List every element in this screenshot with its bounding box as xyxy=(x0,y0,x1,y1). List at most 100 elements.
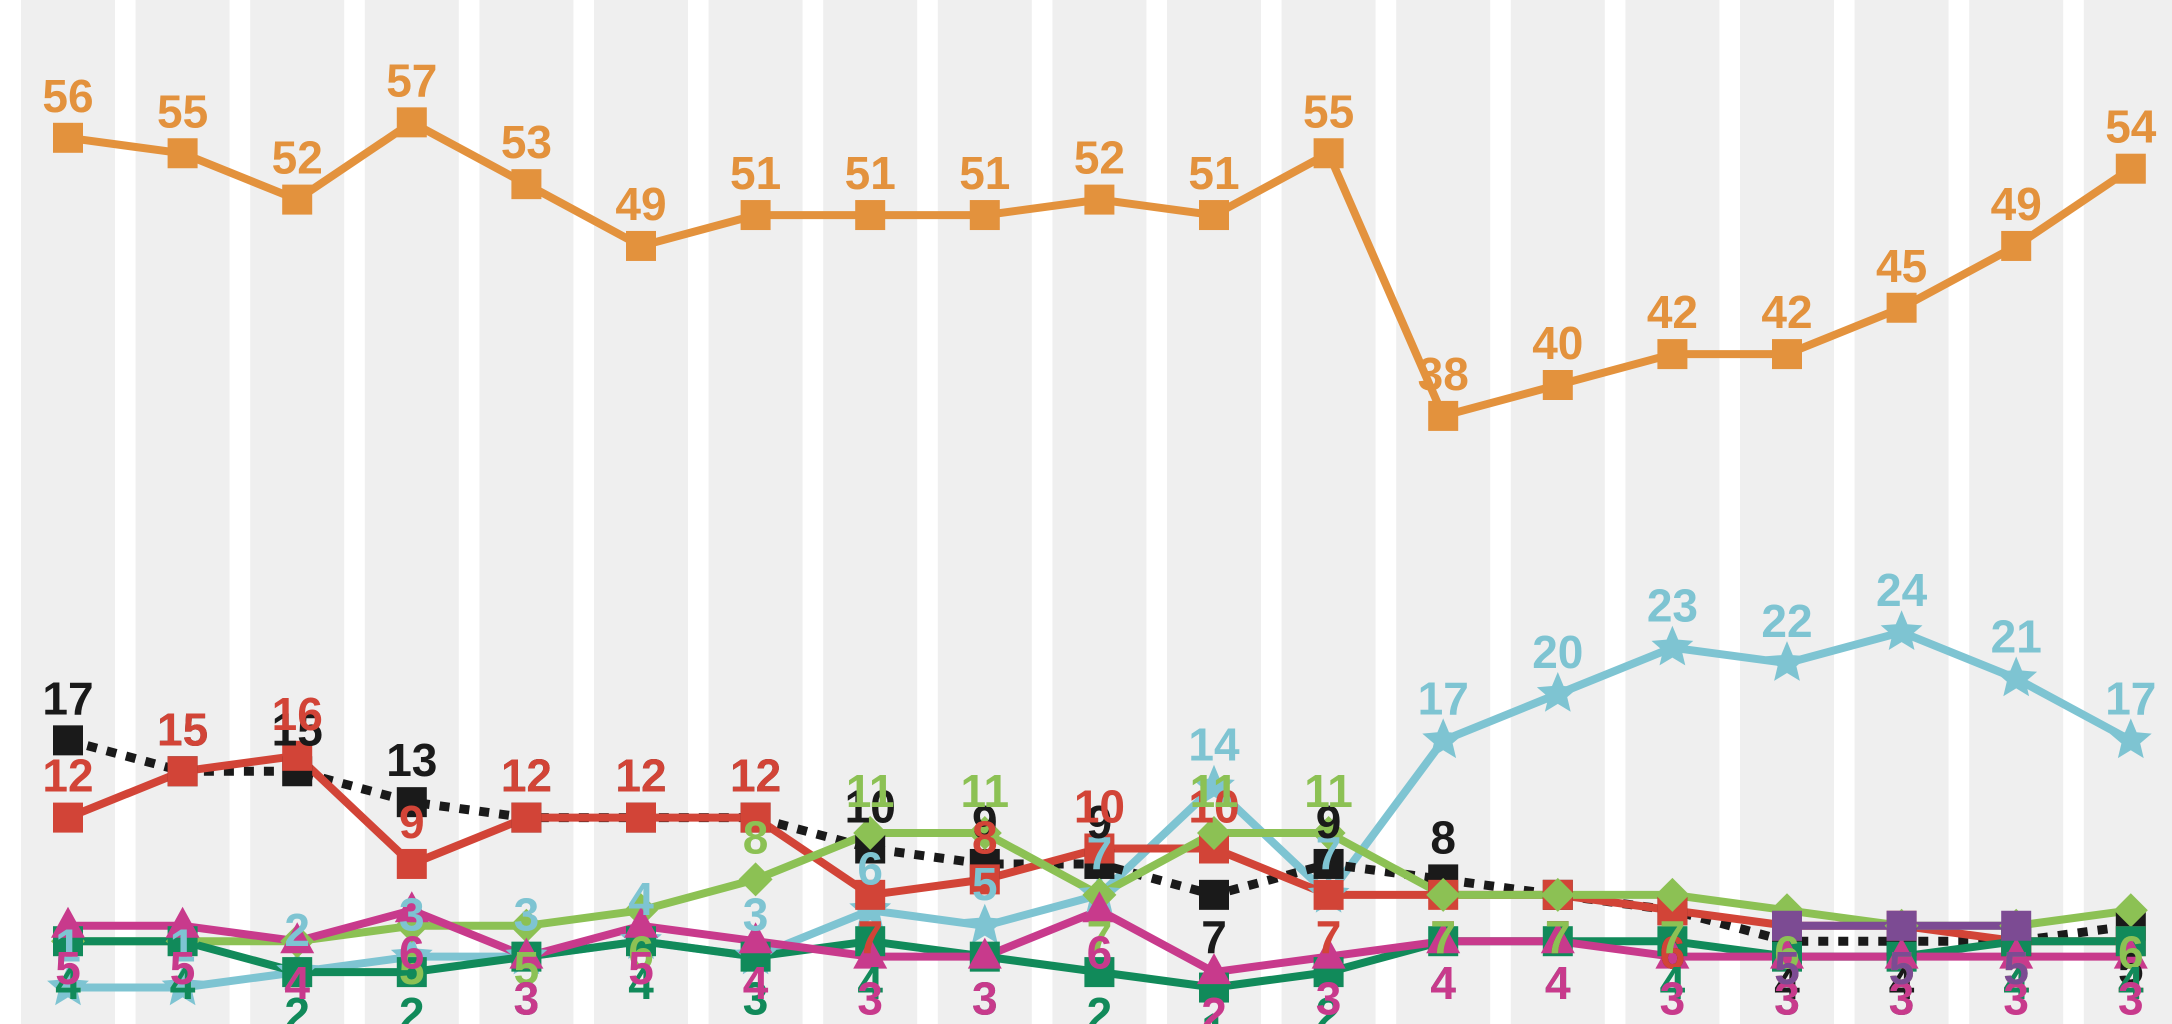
data-label: 12 xyxy=(615,750,666,802)
triangle-marker xyxy=(1540,922,1575,954)
data-label: 51 xyxy=(730,147,781,199)
square-marker xyxy=(1084,184,1115,215)
data-label: 10 xyxy=(845,781,896,833)
data-label: 40 xyxy=(1532,317,1583,369)
square-marker xyxy=(855,879,886,910)
data-label: 17 xyxy=(2105,672,2156,724)
data-label: 55 xyxy=(1303,85,1354,137)
data-label: 1 xyxy=(170,920,196,972)
data-label: 6 xyxy=(399,926,425,978)
diamond-marker xyxy=(967,816,1002,851)
data-label: 3 xyxy=(2118,973,2144,1024)
data-label: 3 xyxy=(1316,973,1342,1024)
data-label: 2 xyxy=(399,988,425,1024)
data-label: 7 xyxy=(1545,911,1571,963)
square-marker xyxy=(167,138,198,169)
triangle-marker xyxy=(1999,937,2034,969)
data-label: 7 xyxy=(857,911,883,963)
data-label: 4 xyxy=(1430,957,1456,1009)
data-label: 7 xyxy=(1545,911,1571,963)
data-label: 3 xyxy=(743,889,769,941)
data-label: 3 xyxy=(514,889,540,941)
square-marker xyxy=(2115,153,2146,184)
data-label: 7 xyxy=(1660,911,1686,963)
data-label: 7 xyxy=(1430,911,1456,963)
data-label: 3 xyxy=(1774,973,1800,1024)
data-label: 4 xyxy=(1430,957,1456,1009)
data-label: 9 xyxy=(399,796,425,848)
grid-band xyxy=(708,0,803,1024)
data-label: 5 xyxy=(55,942,81,994)
square-marker xyxy=(167,756,198,787)
diamond-marker xyxy=(1426,877,1461,912)
data-label: 9 xyxy=(1316,796,1342,848)
triangle-marker xyxy=(2113,937,2148,969)
data-label: 4 xyxy=(2003,957,2029,1009)
star-marker xyxy=(1536,672,1579,712)
square-marker xyxy=(396,848,427,879)
square-marker xyxy=(1199,200,1229,231)
grid-band xyxy=(2083,0,2172,1024)
data-label: 4 xyxy=(628,957,654,1009)
triangle-marker xyxy=(509,937,544,969)
data-label: 42 xyxy=(1647,286,1698,338)
data-label: 6 xyxy=(1774,926,1800,978)
square-marker xyxy=(855,200,886,231)
star-marker xyxy=(1651,625,1694,666)
data-label: 7 xyxy=(1201,911,1227,963)
data-label: 8 xyxy=(1430,811,1456,863)
data-label: 2 xyxy=(1201,988,1227,1024)
square-marker xyxy=(626,802,656,833)
data-label: 10 xyxy=(1188,781,1239,833)
data-label: 4 xyxy=(284,957,310,1009)
grid-band xyxy=(1510,0,1605,1024)
data-label: 42 xyxy=(1761,286,1812,338)
data-label: 5 xyxy=(170,942,196,994)
square-marker xyxy=(1199,879,1229,910)
data-label: 3 xyxy=(1889,973,1915,1024)
data-label: 4 xyxy=(1545,957,1571,1009)
square-marker xyxy=(1886,292,1917,323)
data-label: 5 xyxy=(628,942,654,994)
square-marker xyxy=(2001,230,2032,261)
data-label: 52 xyxy=(272,132,323,184)
star-marker xyxy=(1193,764,1235,805)
triangle-marker xyxy=(624,906,658,938)
data-markers xyxy=(47,107,2152,1006)
triangle-marker xyxy=(165,906,200,938)
data-label: 9 xyxy=(1087,796,1113,848)
triangle-marker xyxy=(1082,891,1117,923)
grid-band xyxy=(594,0,688,1024)
data-label: 5 xyxy=(972,858,998,910)
data-label: 9 xyxy=(972,796,998,848)
data-label: 3 xyxy=(399,889,425,941)
star-marker xyxy=(1880,610,1923,650)
data-label: 5 xyxy=(2003,942,2029,994)
grid-band xyxy=(1625,0,1720,1024)
square-marker xyxy=(282,957,313,988)
data-label: 15 xyxy=(272,703,323,755)
diamond-marker xyxy=(2113,893,2148,928)
grid-band xyxy=(135,0,230,1024)
data-label: 10 xyxy=(1074,781,1125,833)
data-label: 4 xyxy=(2118,957,2144,1009)
square-marker xyxy=(2001,910,2032,941)
data-label: 17 xyxy=(1418,672,1469,724)
data-label: 5 xyxy=(1889,942,1915,994)
data-label: 49 xyxy=(1991,178,2042,230)
square-marker xyxy=(396,107,427,138)
triangle-marker xyxy=(1426,922,1461,954)
data-label: 5 xyxy=(1889,942,1915,994)
data-label: 45 xyxy=(1876,240,1927,292)
data-label: 15 xyxy=(157,703,208,755)
diamond-marker xyxy=(1311,816,1346,851)
data-label: 23 xyxy=(1647,580,1698,632)
data-label: 7 xyxy=(1430,911,1456,963)
data-label: 3 xyxy=(514,973,540,1024)
grid-band xyxy=(250,0,345,1024)
square-marker xyxy=(282,184,313,215)
square-marker xyxy=(1542,370,1573,400)
triangle-marker xyxy=(1311,937,1346,969)
